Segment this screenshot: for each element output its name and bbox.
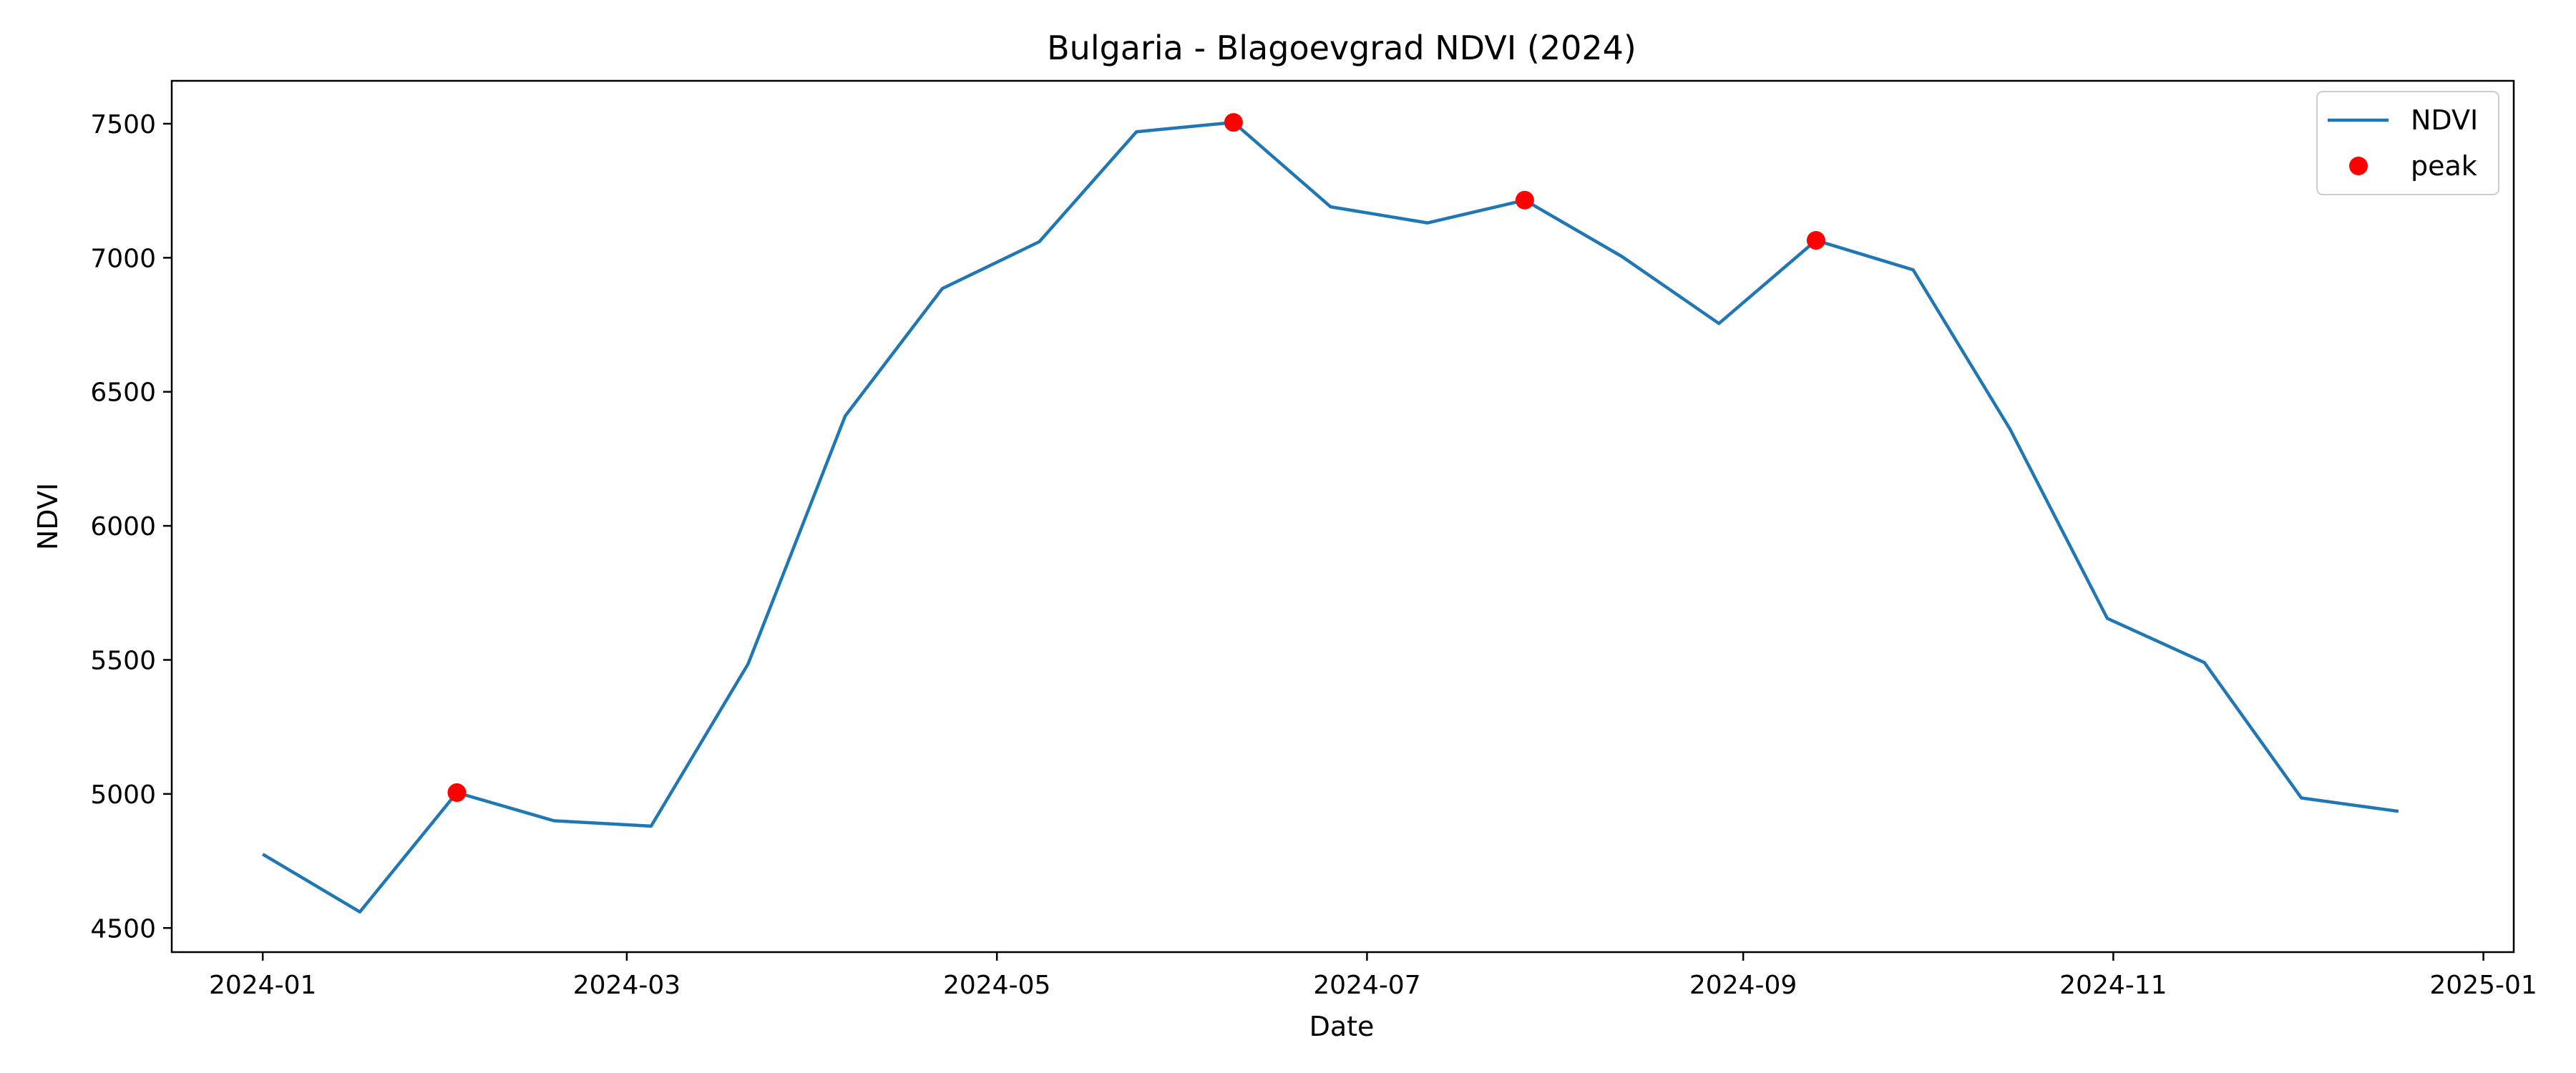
peak-point xyxy=(447,783,467,803)
ndvi-line xyxy=(262,120,2399,914)
y-tick-label: 7500 xyxy=(90,110,156,139)
x-axis: 2024-01 2024-03 2024-05 2024-07 2024-09 2024-… xyxy=(209,952,2537,1000)
legend-label-peak: peak xyxy=(2411,150,2477,182)
series-layer xyxy=(262,113,2399,914)
x-tick-label: 2024-01 xyxy=(209,971,316,1000)
legend-swatch-peak xyxy=(2349,157,2368,175)
y-tick-label: 5000 xyxy=(90,780,156,810)
x-tick-label: 2025-01 xyxy=(2429,971,2537,1000)
peak-point xyxy=(1806,230,1825,250)
x-tick-label: 2024-03 xyxy=(573,971,680,1000)
peak-point xyxy=(1515,190,1534,210)
legend: NDVI peak xyxy=(2316,91,2499,195)
x-tick-label: 2024-11 xyxy=(2059,971,2167,1000)
y-tick-label: 6500 xyxy=(90,378,156,408)
y-tick-label: 5500 xyxy=(90,647,156,676)
y-tick-label: 4500 xyxy=(90,914,156,944)
x-axis-label: Date xyxy=(1309,1011,1375,1042)
x-tick-label: 2024-05 xyxy=(943,971,1050,1000)
x-tick-label: 2024-07 xyxy=(1313,971,1420,1000)
chart-title: Bulgaria - Blagoevgrad NDVI (2024) xyxy=(1047,29,1636,67)
legend-label-ndvi: NDVI xyxy=(2411,104,2478,136)
peak-point xyxy=(1224,113,1243,132)
y-tick-label: 6000 xyxy=(90,512,156,542)
plot-area xyxy=(170,79,2515,954)
y-axis: 4500 5000 5500 6000 6500 7000 7500 xyxy=(90,110,172,944)
y-tick-label: 7000 xyxy=(90,244,156,273)
x-tick-label: 2024-09 xyxy=(1689,971,1797,1000)
y-axis-label: NDVI xyxy=(32,483,64,550)
